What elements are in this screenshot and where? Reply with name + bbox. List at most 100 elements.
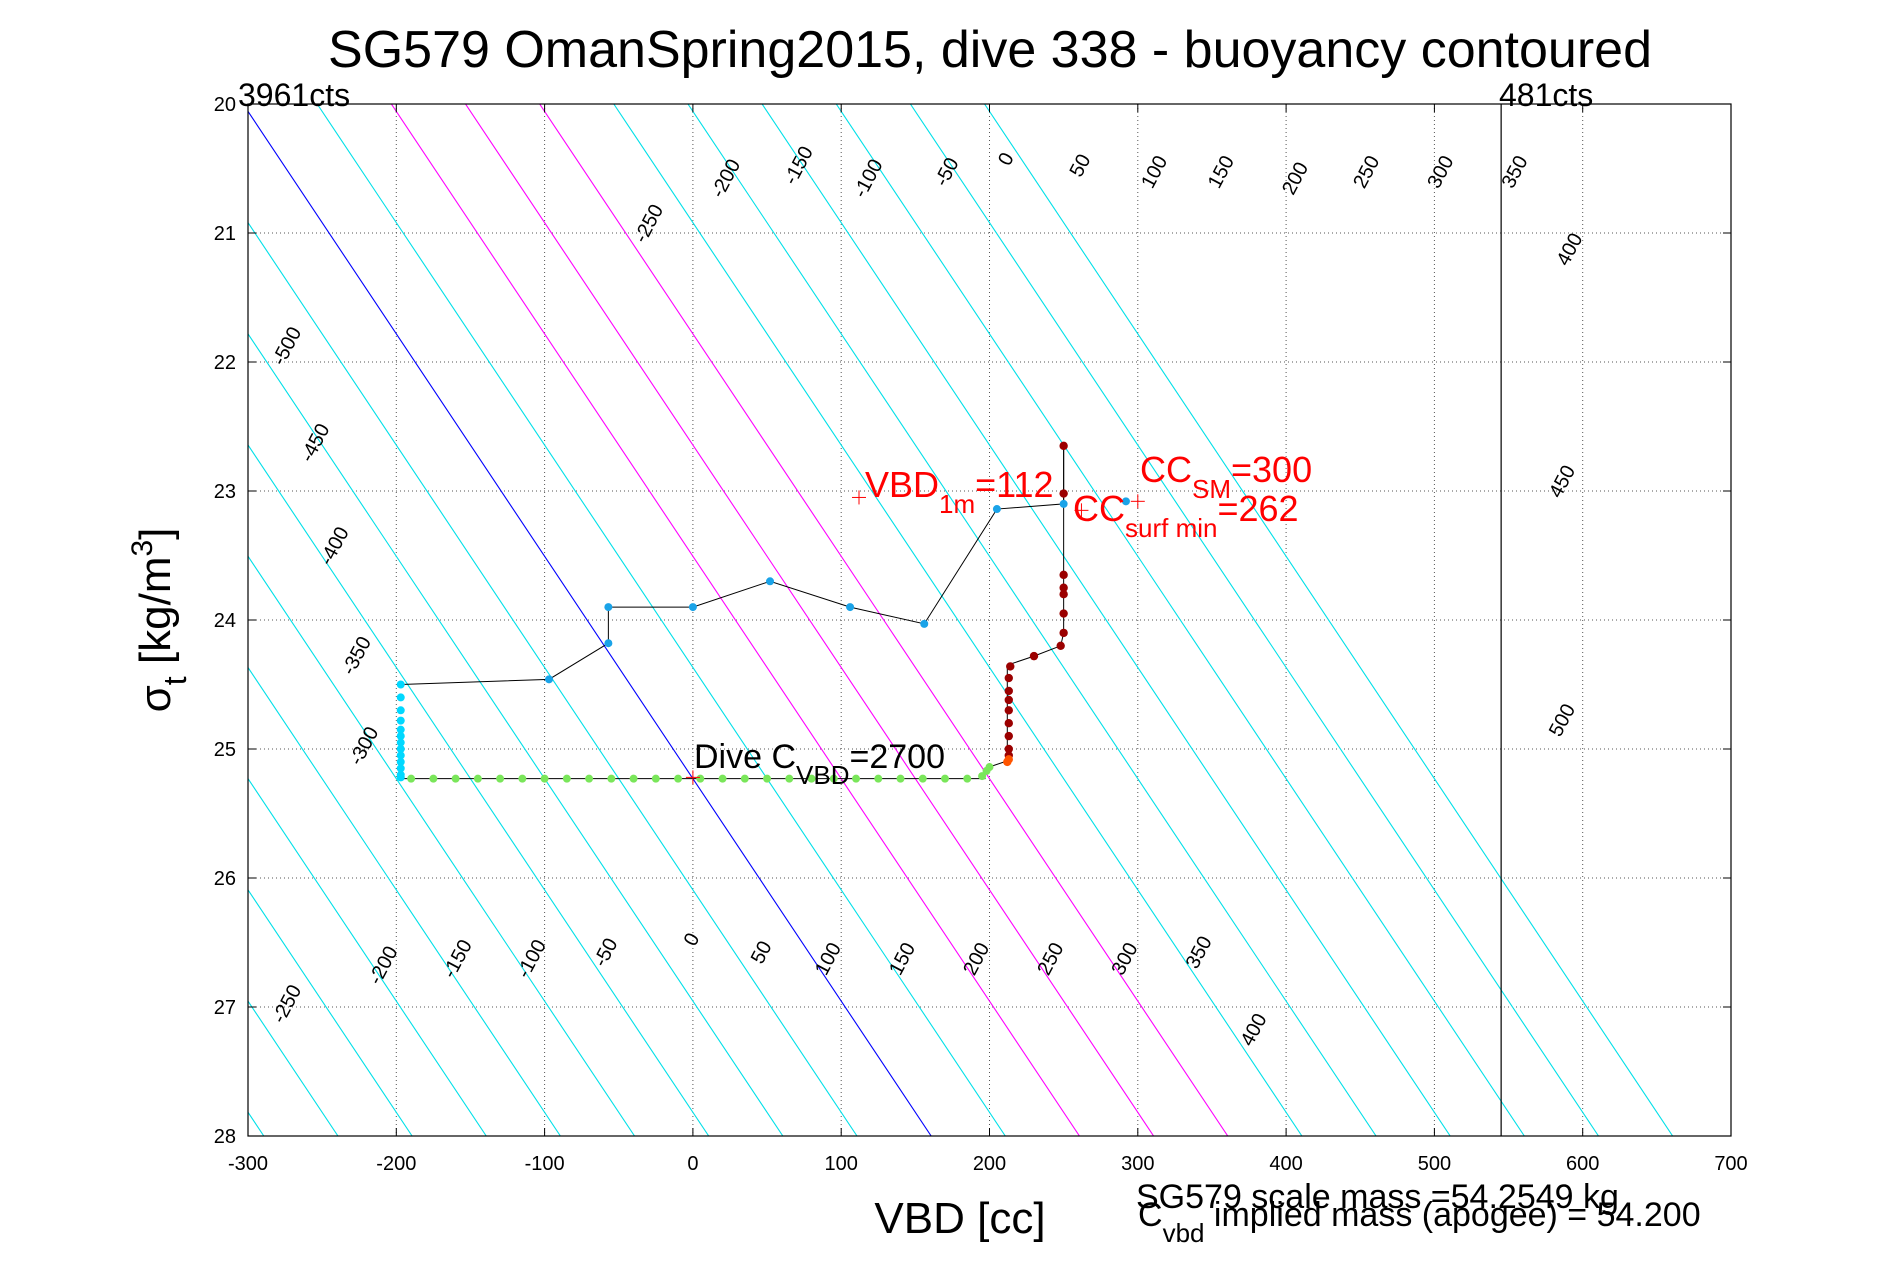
green-point bbox=[807, 774, 816, 783]
red-point bbox=[1029, 651, 1039, 661]
contour-labels: -500-450-400-350-300-250-200 -150 -100 -50 0… bbox=[268, 143, 1587, 1050]
cc-sm-label: CCSM=300 bbox=[1140, 449, 1312, 504]
contour-label: -350 bbox=[338, 633, 376, 679]
contour-line bbox=[761, 104, 1451, 1136]
cc-sm-main: CC bbox=[1140, 449, 1192, 490]
contour-label: -50 bbox=[931, 154, 964, 190]
y-axis-label-sup: 3 bbox=[126, 540, 159, 557]
contour-lines bbox=[248, 104, 1674, 1136]
red-point bbox=[1004, 695, 1013, 705]
red-point bbox=[1004, 686, 1013, 696]
y-axis-label-end: ] bbox=[131, 528, 180, 540]
y-tick-label: 20 bbox=[214, 94, 236, 116]
x-tick-label: -300 bbox=[228, 1153, 268, 1175]
green-point bbox=[585, 774, 594, 783]
contour-label: -200 bbox=[707, 156, 745, 202]
red-point bbox=[1004, 719, 1013, 728]
x-tick-label: 300 bbox=[1121, 1153, 1154, 1175]
contour-line bbox=[248, 666, 561, 1136]
x-tick-label: 100 bbox=[825, 1153, 858, 1175]
x-tick-label: 600 bbox=[1566, 1153, 1599, 1175]
y-axis-ticks: 20 21 22 23 24 25 26 27 28 bbox=[214, 94, 1731, 1148]
blue-point bbox=[545, 675, 554, 684]
contour-label: 500 bbox=[1545, 700, 1580, 740]
contour-label: 250 bbox=[1033, 939, 1068, 979]
green-point bbox=[674, 774, 683, 783]
svg-text:σt [kg/m3]: σt [kg/m3] bbox=[126, 528, 193, 713]
contour-label: 250 bbox=[1349, 152, 1384, 192]
cyan-point bbox=[396, 751, 405, 760]
green-point bbox=[918, 774, 927, 783]
y-tick-label: 28 bbox=[214, 1126, 236, 1148]
implied-mass-text: implied mass (apogee) = 54.200 bbox=[1204, 1196, 1700, 1234]
contour-label: -400 bbox=[316, 523, 354, 569]
green-point bbox=[429, 774, 438, 783]
y-tick-label: 21 bbox=[214, 223, 236, 245]
blue-point bbox=[920, 619, 929, 628]
red-point bbox=[1004, 706, 1013, 715]
implied-mass-c: C bbox=[1138, 1196, 1163, 1234]
y-axis-label-sigma: σ bbox=[131, 685, 180, 712]
green-point bbox=[473, 774, 482, 783]
target-contour-line bbox=[465, 104, 1155, 1136]
upper-path-line bbox=[400, 445, 1065, 685]
green-point bbox=[963, 774, 972, 783]
contour-line bbox=[248, 555, 636, 1136]
y-tick-label: 25 bbox=[214, 739, 236, 761]
green-point bbox=[496, 774, 505, 783]
blue-point bbox=[688, 603, 697, 612]
cyan-point bbox=[396, 706, 405, 715]
blue-point bbox=[1121, 497, 1130, 506]
cc-surf-min-main: CC bbox=[1073, 488, 1125, 529]
contour-line bbox=[687, 104, 1377, 1136]
contour-label: -450 bbox=[296, 420, 334, 466]
cyan-point bbox=[396, 738, 405, 747]
blue-point bbox=[604, 603, 613, 612]
cyan-point bbox=[396, 764, 405, 773]
red-point bbox=[1059, 570, 1068, 580]
contour-label: -150 bbox=[439, 936, 477, 982]
green-point bbox=[607, 774, 616, 783]
y-tick-label: 24 bbox=[214, 610, 236, 632]
y-tick-label: 23 bbox=[214, 481, 236, 503]
blue-point bbox=[846, 603, 855, 612]
red-point bbox=[1004, 731, 1013, 741]
chart-title: SG579 OmanSpring2015, dive 338 - buoyanc… bbox=[328, 21, 1652, 79]
scale-mass-note: SG579 scale mass =54.2549 kg bbox=[1136, 1178, 1619, 1216]
contour-label: 350 bbox=[1498, 152, 1533, 192]
green-point bbox=[696, 774, 705, 783]
implied-mass-note: Cvbd implied mass (apogee) = 54.200 bbox=[1138, 1196, 1701, 1248]
red-point bbox=[1056, 641, 1065, 650]
contour-line bbox=[248, 332, 784, 1136]
contour-label: 400 bbox=[1552, 230, 1587, 270]
y-axis-label: σt [kg/m3] bbox=[126, 528, 193, 713]
target-contour-line bbox=[539, 104, 1229, 1136]
contour-label: 400 bbox=[1237, 1010, 1272, 1050]
dive-cvbd-sub: VBD bbox=[796, 760, 849, 790]
red-point bbox=[1004, 673, 1013, 683]
vbd-1m-sub: 1m bbox=[939, 489, 975, 519]
top-right-counts: 481cts bbox=[1499, 77, 1593, 113]
green-point bbox=[985, 763, 994, 772]
implied-mass-sub: vbd bbox=[1163, 1218, 1205, 1248]
cc-surf-min-value: =262 bbox=[1217, 488, 1298, 529]
green-point bbox=[407, 774, 416, 783]
cc-sm-value: =300 bbox=[1231, 449, 1312, 490]
red-point bbox=[1059, 590, 1068, 599]
y-tick-label: 22 bbox=[214, 352, 236, 374]
cyan-point bbox=[396, 773, 405, 782]
zero-buoyancy-line bbox=[248, 110, 932, 1136]
green-point bbox=[941, 774, 950, 783]
y-tick-label: 26 bbox=[214, 868, 236, 890]
target-contour-line bbox=[390, 104, 1080, 1136]
contour-label: -200 bbox=[364, 943, 402, 989]
blue-point bbox=[1059, 499, 1068, 508]
x-tick-label: 500 bbox=[1418, 1153, 1451, 1175]
cyan-point bbox=[396, 725, 405, 734]
x-tick-label: 400 bbox=[1269, 1153, 1302, 1175]
red-point bbox=[1059, 628, 1068, 638]
green-point bbox=[540, 774, 549, 783]
y-axis-label-unit: [kg/m bbox=[131, 557, 180, 677]
x-axis-ticks: -300 -200 -100 0 100 200 300 400 500 600 700 bbox=[228, 104, 1748, 1175]
